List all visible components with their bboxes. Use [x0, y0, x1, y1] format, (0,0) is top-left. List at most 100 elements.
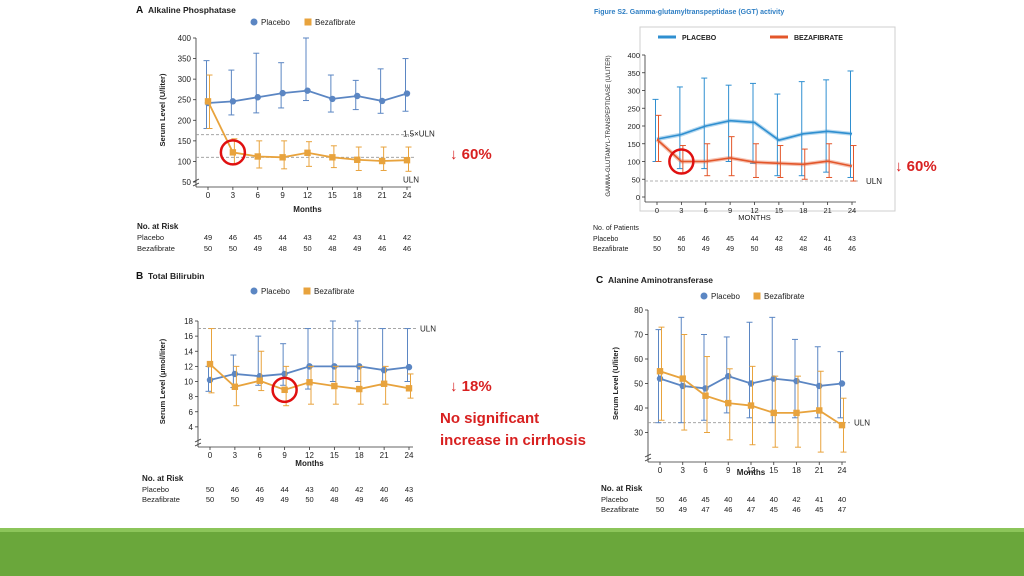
data-point — [679, 375, 686, 382]
risk-cell: 49 — [254, 244, 262, 253]
risk-cell: 44 — [278, 233, 286, 242]
risk-cell: 46 — [256, 485, 264, 494]
reference-line-label: ULN — [420, 325, 436, 334]
x-axis-label: MONTHS — [738, 213, 771, 222]
risk-cell: 50 — [305, 495, 313, 504]
note-cirrhosis-line-2: increase in cirrhosis — [440, 432, 586, 449]
risk-cell: 41 — [815, 495, 823, 504]
risk-cell: 48 — [799, 246, 807, 253]
x-tick-label: 18 — [799, 206, 807, 215]
risk-cell: 44 — [751, 236, 759, 243]
axis-break-icon — [194, 438, 202, 447]
x-tick-label: 12 — [750, 206, 758, 215]
chart-heading-letter: C — [596, 275, 603, 286]
risk-cell: 46 — [724, 505, 732, 514]
risk-row-label: Placebo — [601, 495, 628, 504]
risk-cell: 40 — [838, 495, 846, 504]
data-point — [281, 386, 288, 394]
series-placebo — [652, 70, 854, 178]
risk-cell: 43 — [305, 485, 313, 494]
data-point — [770, 409, 777, 417]
chart-title: Figure S2. Gamma-glutamyltranspeptidase … — [594, 9, 784, 16]
data-point — [403, 156, 411, 164]
y-tick-label: 16 — [184, 332, 193, 341]
risk-cell: 50 — [231, 495, 239, 504]
data-point — [838, 421, 846, 429]
data-point — [206, 376, 214, 384]
y-tick-label: 12 — [184, 362, 193, 371]
data-point — [838, 380, 846, 387]
x-tick-label: 12 — [305, 451, 314, 460]
axis-break-icon — [192, 178, 200, 187]
data-point — [279, 154, 286, 161]
risk-cell: 49 — [204, 233, 212, 242]
y-tick-label: 10 — [184, 378, 193, 387]
x-tick-label: 9 — [726, 466, 731, 475]
chart-title: Alanine Aminotransferase — [608, 275, 713, 285]
x-tick-label: 18 — [353, 191, 362, 200]
risk-cell: 49 — [355, 495, 363, 504]
series-line — [659, 370, 843, 426]
risk-cell: 50 — [656, 505, 664, 514]
footer-band-accent — [0, 528, 1024, 532]
risk-cell: 49 — [726, 246, 734, 253]
risk-row-label: Bezafibrate — [142, 495, 180, 504]
y-tick-label: 400 — [178, 34, 192, 43]
note-bili-reduction: ↓ 18% — [450, 378, 492, 395]
risk-cell: 47 — [747, 505, 755, 514]
risk-cell: 42 — [792, 495, 800, 504]
x-tick-label: 6 — [704, 206, 708, 215]
risk-cell: 49 — [353, 244, 361, 253]
risk-row-label: Placebo — [593, 236, 618, 243]
note-cirrhosis-line-1: No significant — [440, 410, 540, 427]
y-tick-label: 400 — [627, 51, 640, 60]
risk-cell: 45 — [254, 233, 262, 242]
x-tick-label: 24 — [848, 206, 856, 215]
data-point — [747, 402, 755, 409]
data-point — [204, 98, 212, 105]
risk-cell: 50 — [656, 495, 664, 504]
risk-cell: 49 — [702, 246, 710, 253]
series-placebo — [203, 37, 411, 130]
data-point — [405, 363, 413, 371]
risk-table-title: No. at Risk — [142, 474, 184, 483]
chart-heading-letter: B — [136, 271, 143, 282]
risk-cell: 50 — [677, 246, 685, 253]
risk-cell: 46 — [702, 236, 710, 243]
x-tick-label: 0 — [655, 206, 659, 215]
x-tick-label: 21 — [378, 191, 387, 200]
data-point — [793, 409, 800, 417]
y-tick-label: 6 — [189, 408, 194, 417]
risk-cell: 40 — [380, 485, 388, 494]
y-axis-label: Serum Level (U/liter) — [611, 347, 620, 420]
data-point — [206, 360, 214, 368]
data-point — [229, 98, 237, 105]
reference-line-label: 1.5×ULN — [403, 130, 435, 139]
data-point — [331, 382, 338, 390]
y-tick-label: 100 — [178, 157, 192, 166]
x-axis-label: Months — [295, 459, 324, 468]
y-tick-label: 200 — [627, 122, 640, 131]
risk-cell: 46 — [231, 485, 239, 494]
x-tick-label: 0 — [208, 451, 213, 460]
data-point — [329, 154, 336, 161]
legend-label-0: Placebo — [261, 18, 290, 27]
y-tick-label: 200 — [178, 116, 192, 125]
y-axis-label: GAMMA-GLUTAMYL-TRANSPEPTIDASE (U/LITER) — [606, 55, 612, 196]
risk-cell: 42 — [799, 236, 807, 243]
risk-cell: 50 — [229, 244, 237, 253]
risk-cell: 43 — [848, 236, 856, 243]
y-tick-label: 8 — [189, 393, 194, 402]
legend-marker-0 — [250, 287, 258, 295]
risk-row-label: Placebo — [137, 233, 164, 242]
y-tick-label: 300 — [627, 87, 640, 96]
x-tick-label: 15 — [328, 191, 337, 200]
data-point — [329, 95, 336, 103]
note-ggt-reduction: ↓ 60% — [895, 158, 937, 175]
x-tick-label: 21 — [823, 206, 831, 215]
risk-cell: 45 — [726, 236, 734, 243]
y-tick-label: 150 — [627, 140, 640, 149]
data-point — [304, 149, 311, 156]
data-point — [702, 385, 709, 392]
